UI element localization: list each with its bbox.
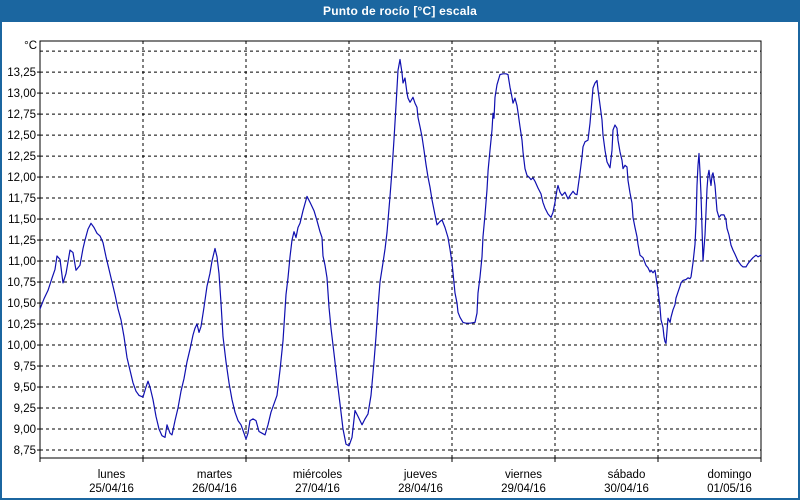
y-tick-label: 11,75 bbox=[8, 193, 36, 205]
x-day-name-label: miércoles bbox=[293, 469, 342, 481]
chart-title-bar: Punto de rocío [°C] escala bbox=[0, 0, 800, 22]
y-tick-label: 8,75 bbox=[14, 445, 36, 457]
x-day-name-label: viernes bbox=[505, 469, 542, 481]
plot-border bbox=[39, 40, 762, 459]
y-tick-label: 13,25 bbox=[7, 67, 36, 79]
x-day-name-label: martes bbox=[197, 469, 232, 481]
x-date-label: 27/04/16 bbox=[295, 483, 340, 495]
y-tick-label: 13,00 bbox=[7, 88, 36, 100]
dew-point-series-line bbox=[39, 58, 762, 447]
y-tick-label: 9,75 bbox=[14, 361, 36, 373]
y-tick-label: 10,50 bbox=[7, 298, 36, 310]
y-tick-label: 9,00 bbox=[14, 424, 36, 436]
x-date-label: 28/04/16 bbox=[398, 483, 443, 495]
x-day-name-label: jueves bbox=[403, 469, 437, 481]
y-tick-label: 12,50 bbox=[7, 130, 36, 142]
x-day-name-label: domingo bbox=[707, 469, 751, 481]
y-axis-unit-label: °C bbox=[24, 40, 37, 52]
x-date-label: 30/04/16 bbox=[604, 483, 649, 495]
y-tick-label: 9,25 bbox=[14, 403, 36, 415]
chart-title: Punto de rocío [°C] escala bbox=[322, 4, 478, 18]
y-tick-label: 9,50 bbox=[14, 382, 36, 394]
y-tick-label: 11,50 bbox=[8, 214, 36, 226]
x-day-name-label: sábado bbox=[608, 469, 646, 481]
x-date-label: 25/04/16 bbox=[89, 483, 134, 495]
x-date-label: 01/05/16 bbox=[707, 483, 752, 495]
x-day-name-label: lunes bbox=[98, 469, 126, 481]
y-tick-label: 11,00 bbox=[8, 256, 36, 268]
y-tick-label: 12,00 bbox=[7, 172, 36, 184]
y-tick-label: 10,25 bbox=[7, 319, 36, 331]
y-tick-label: 11,25 bbox=[8, 235, 36, 247]
y-tick-label: 12,75 bbox=[7, 109, 36, 121]
x-date-label: 29/04/16 bbox=[501, 483, 546, 495]
y-tick-label: 10,00 bbox=[7, 340, 36, 352]
y-tick-label: 12,25 bbox=[7, 151, 36, 163]
x-date-label: 26/04/16 bbox=[192, 483, 237, 495]
y-tick-label: 10,75 bbox=[7, 277, 36, 289]
